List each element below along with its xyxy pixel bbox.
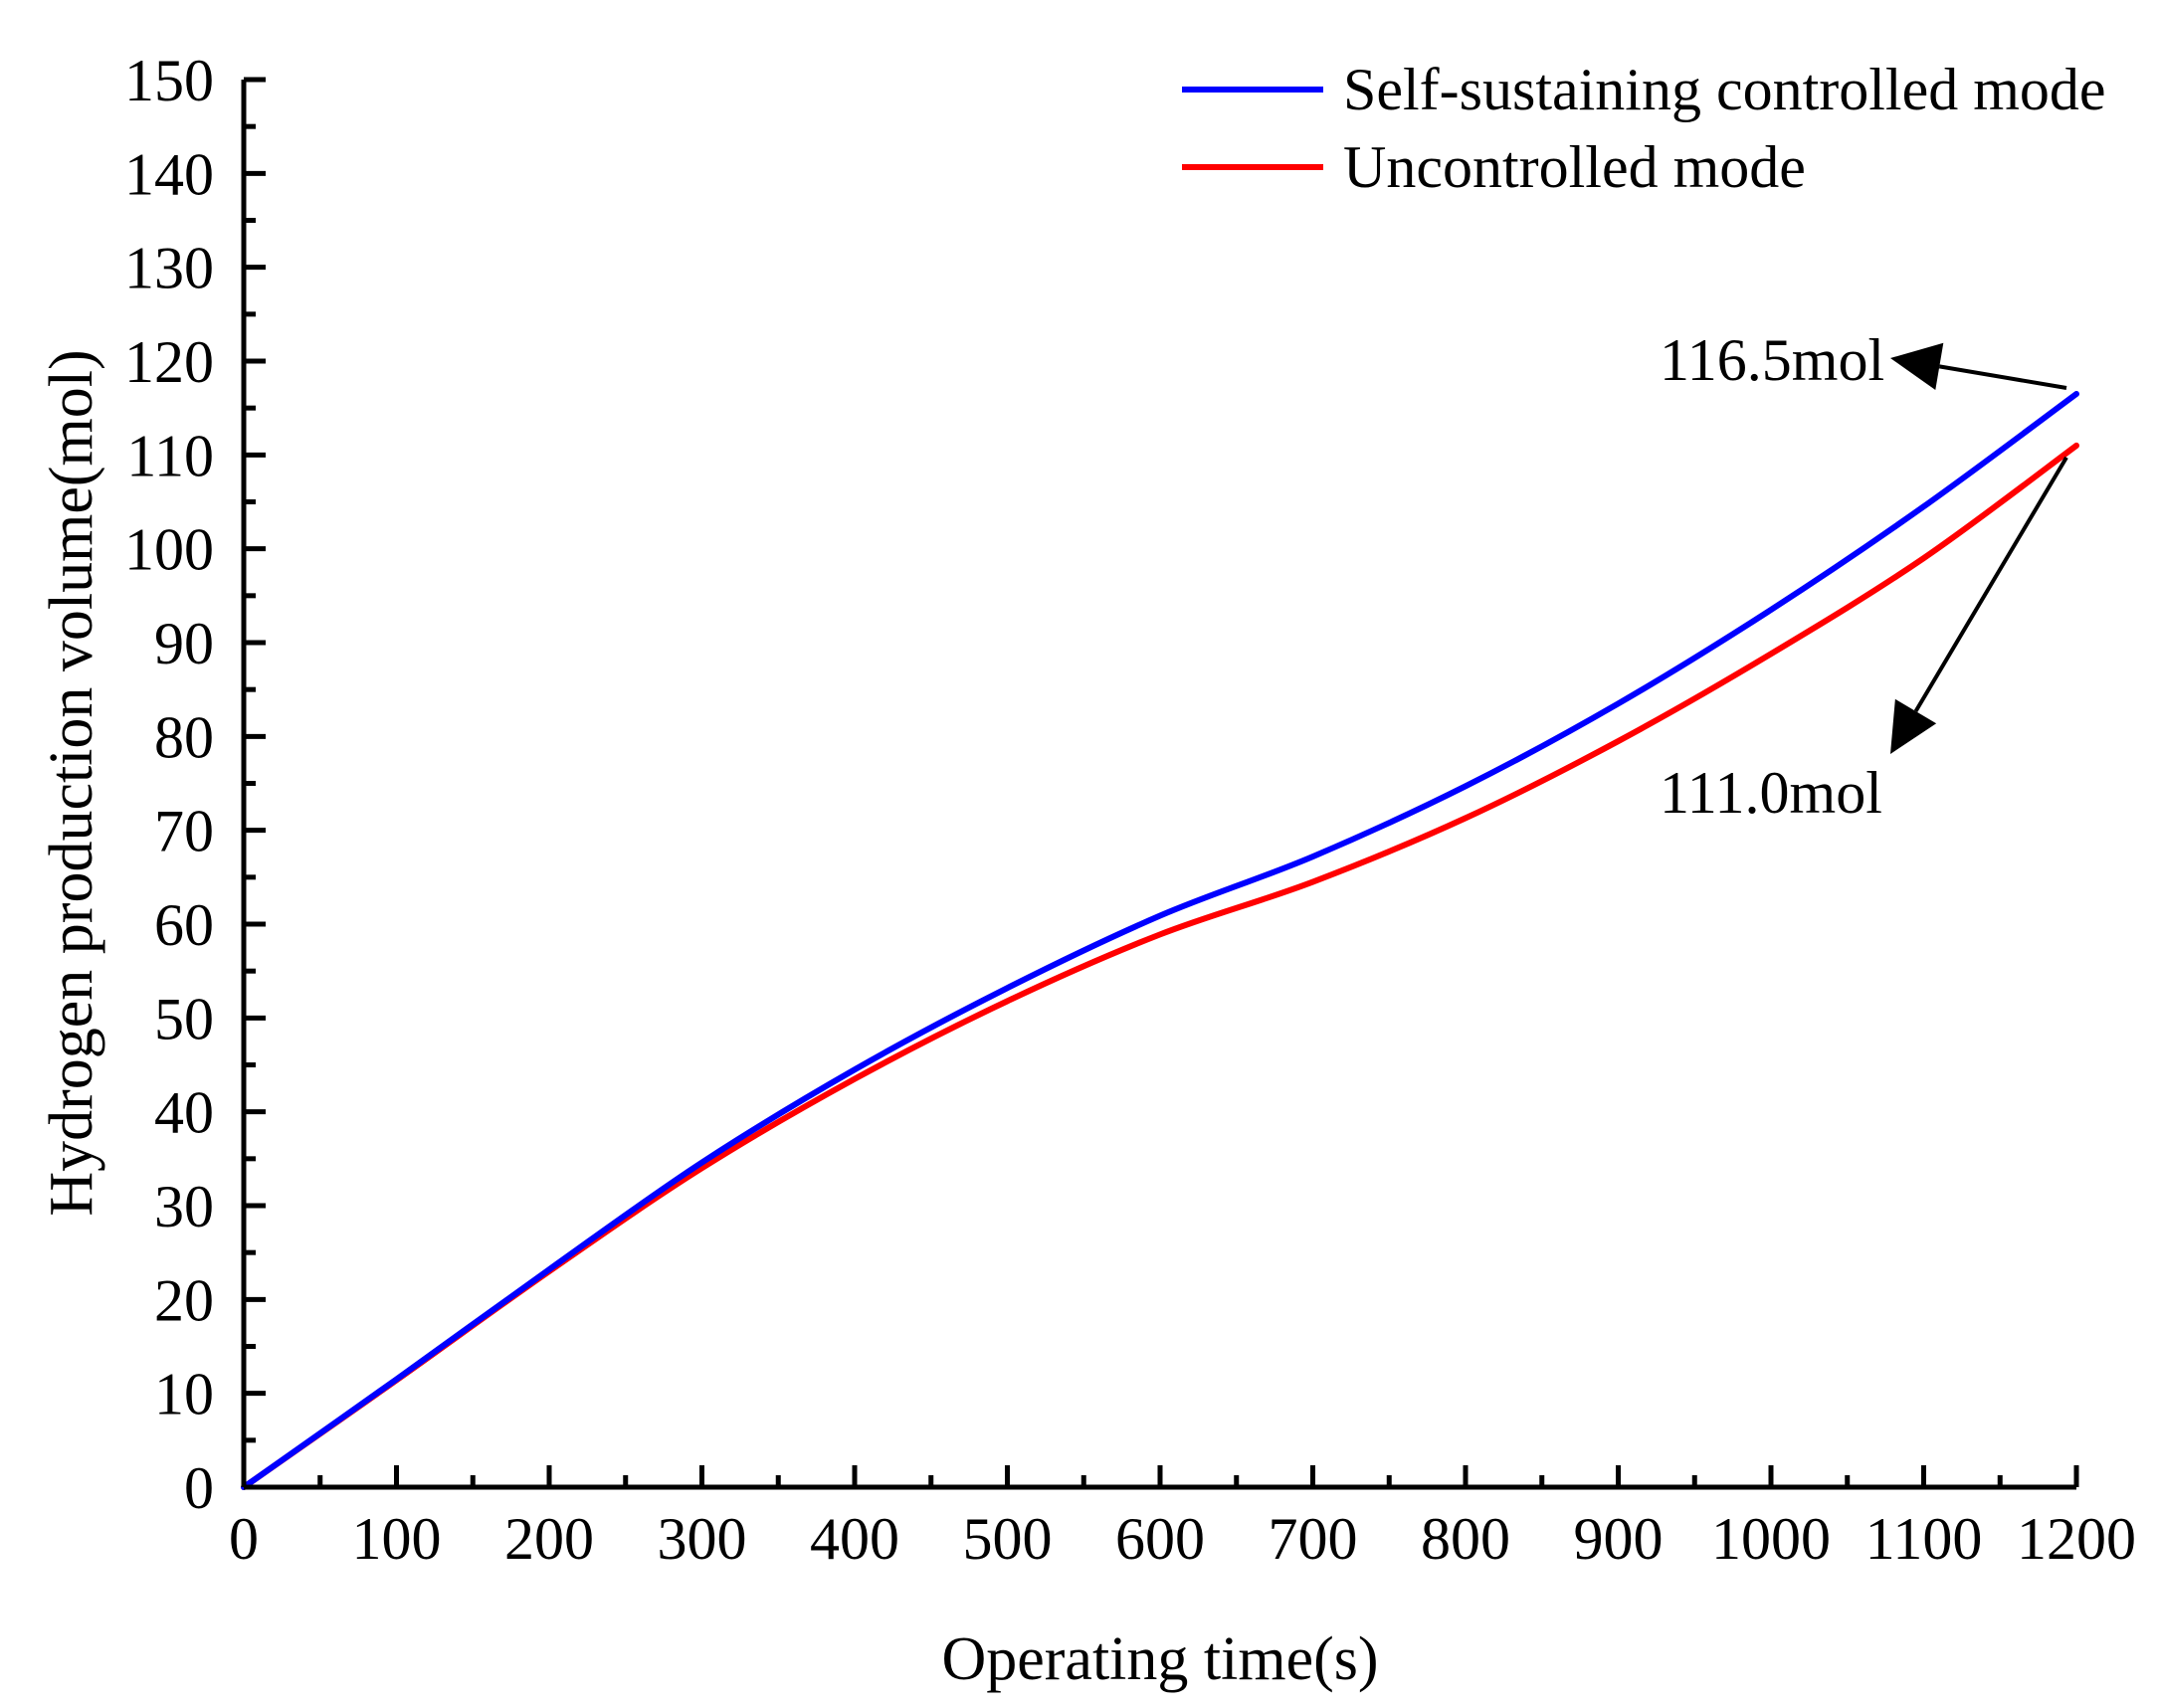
y-tick-label: 30 [154,1174,214,1239]
y-tick-label: 40 [154,1080,214,1146]
x-tick-label: 0 [229,1506,259,1572]
x-tick-label: 400 [810,1506,899,1572]
annotation-arrow-1-head [1890,698,1937,754]
y-tick-label: 10 [154,1362,214,1427]
x-tick-label: 700 [1269,1506,1358,1572]
y-tick-label: 0 [184,1455,214,1521]
y-ticks: 0 10 20 30 40 50 60 70 80 90 100 110 120 130 140 150 [124,48,266,1521]
x-tick-label: 1000 [1711,1506,1831,1572]
x-tick-label: 300 [658,1506,747,1572]
x-tick-label: 1200 [2017,1506,2136,1572]
series-line-0 [241,391,2079,1490]
plot-lines [241,391,2079,1490]
y-tick-label: 80 [154,704,214,770]
y-tick-label: 120 [124,329,214,395]
annotation-arrow-1-shaft [1913,456,2068,713]
x-tick-label: 900 [1574,1506,1664,1572]
x-tick-label: 500 [963,1506,1053,1572]
y-tick-label: 150 [124,48,214,113]
annotation-label-0: 116.5mol [1660,327,1884,393]
y-axis-label: Hydrogen production volume(mol) [38,349,105,1216]
x-tick-label: 800 [1421,1506,1510,1572]
y-tick-label: 50 [154,986,214,1051]
legend-label-0: Self-sustaining controlled mode [1343,57,2106,122]
y-tick-label: 60 [154,892,214,958]
y-tick-label: 70 [154,799,214,864]
annotation-arrow-0-head [1890,342,1944,391]
y-tick-label: 20 [154,1267,214,1333]
annotation-label-1: 111.0mol [1660,760,1882,826]
y-tick-label: 130 [124,236,214,301]
y-tick-label: 110 [126,423,214,488]
annotation-arrow-0-shaft [1938,364,2067,390]
legend: Self-sustaining controlled mode Uncontrol… [1182,57,2106,200]
x-ticks: 0 100 200 300 400 500 600 700 800 900 1000 1100 1200 [229,1465,2136,1572]
y-tick-label: 100 [124,517,214,583]
x-tick-label: 1100 [1865,1506,1983,1572]
y-tick-label: 140 [124,141,214,207]
x-axis-label: Operating time(s) [941,1625,1378,1693]
x-tick-label: 600 [1115,1506,1205,1572]
x-tick-label: 200 [504,1506,594,1572]
annotations: 116.5mol 111.0mol [1660,327,2068,826]
x-tick-label: 100 [352,1506,442,1572]
legend-label-1: Uncontrolled mode [1343,134,1806,200]
series-line-1 [241,442,2079,1490]
y-tick-label: 90 [154,611,214,676]
